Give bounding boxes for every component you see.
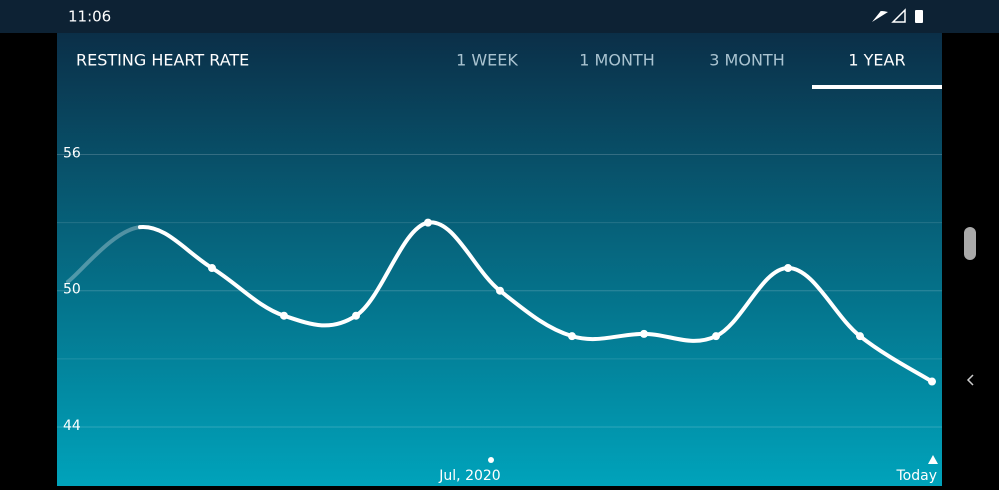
line: [138, 220, 934, 384]
signal-icon: [891, 8, 906, 23]
month-marker: [488, 457, 494, 463]
data-point[interactable]: [496, 286, 504, 295]
back-button[interactable]: [966, 374, 974, 386]
line-faded: [66, 225, 142, 284]
y-tick-label: 50: [63, 282, 81, 298]
header-title: RESTING HEART RATE: [76, 51, 249, 70]
status-bar: [0, 0, 999, 33]
data-point[interactable]: [280, 311, 288, 320]
data-point[interactable]: [856, 332, 864, 341]
data-point[interactable]: [208, 264, 216, 273]
tab[interactable]: 1 MONTH: [579, 51, 654, 70]
tab[interactable]: 1 WEEK: [456, 51, 518, 70]
wifi-icon: [872, 11, 888, 22]
app-area: [57, 33, 942, 486]
battery-icon: [915, 10, 923, 23]
tab[interactable]: 3 MONTH: [709, 51, 784, 70]
data-point[interactable]: [784, 264, 792, 273]
x-tick-label: Jul, 2020: [438, 468, 500, 484]
x-tick-label: Today: [896, 468, 938, 484]
data-point[interactable]: [352, 311, 360, 320]
tab[interactable]: 1 YEAR: [848, 51, 905, 70]
y-tick-label: 56: [63, 145, 81, 161]
data-point[interactable]: [424, 218, 432, 227]
data-point[interactable]: [712, 332, 720, 341]
scroll-handle[interactable]: [964, 227, 976, 260]
tab-underline: [812, 85, 942, 89]
y-tick-label: 44: [63, 418, 81, 434]
today-marker: [928, 455, 938, 464]
status-time: 11:06: [68, 8, 111, 26]
data-point[interactable]: [640, 329, 648, 338]
data-point[interactable]: [928, 377, 936, 386]
data-point[interactable]: [568, 332, 576, 341]
